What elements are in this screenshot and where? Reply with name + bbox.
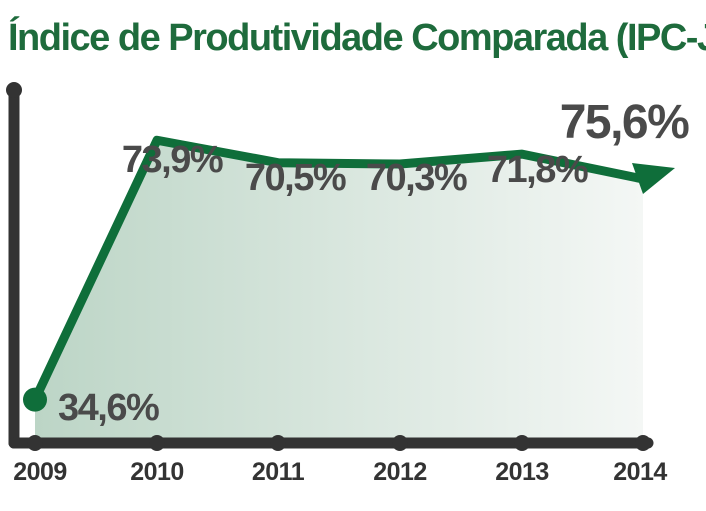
x-tick-dot-2011: [270, 435, 286, 451]
x-tick-label-2009: 2009: [13, 458, 67, 486]
x-tick-label-2012: 2012: [373, 458, 427, 486]
x-tick-dot-2009: [27, 435, 43, 451]
x-tick-dot-2010: [149, 435, 165, 451]
x-tick-label-2011: 2011: [252, 458, 305, 486]
x-tick-label-2010: 2010: [130, 458, 184, 486]
data-labels: 34,6% 73,9% 70,5% 70,3% 71,8%75,6%: [58, 96, 691, 429]
x-tick-label-2013: 2013: [495, 458, 549, 486]
x-tick-dot-2013: [514, 435, 530, 451]
x-tick-dot-2012: [392, 435, 408, 451]
x-tick-label-2014: 2014: [613, 458, 667, 486]
data-label-2013: 71,8%: [487, 149, 588, 191]
x-axis-tick-labels: 2009 2010 2011 2012 2013 2014: [13, 458, 668, 486]
chart-title: Índice de Produtividade Comparada (IPC-J…: [8, 15, 706, 59]
x-tick-dot-2014: [635, 435, 651, 451]
area-fill: [35, 140, 643, 443]
series-start-marker: [23, 387, 47, 412]
series-arrow-head: [632, 163, 675, 194]
data-label-2010: 73,9%: [122, 139, 223, 181]
x-axis-ticks: [27, 435, 651, 451]
data-label-2011: 70,5%: [245, 157, 346, 199]
data-label-2012: 70,3%: [366, 157, 467, 199]
y-axis-top-dot: [6, 82, 22, 98]
data-label-2014: 75,6%: [560, 96, 689, 149]
series-line-ipc-jus: [30, 135, 648, 405]
data-label-2009: 34,6%: [58, 387, 159, 429]
